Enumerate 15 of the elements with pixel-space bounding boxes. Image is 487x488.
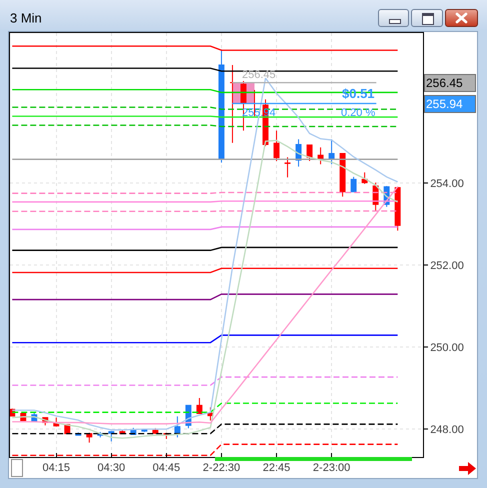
x-tick-label: 04:30 — [98, 462, 126, 474]
x-tick-label: 22:45 — [262, 462, 290, 474]
annotation: 0.20 % — [341, 107, 376, 119]
y-tick-label: 248.00 — [430, 424, 464, 436]
x-tick-label: 04:15 — [42, 462, 70, 474]
x-tick-label: 2-22:30 — [202, 462, 240, 474]
y-tick-label: 250.00 — [430, 342, 464, 354]
chart-title: 3 Min — [10, 10, 42, 26]
text: 255.94 — [426, 97, 463, 111]
y-tick-label: 254.00 — [430, 178, 464, 190]
y-tick-label: 252.00 — [430, 260, 464, 272]
x-tick-label: 04:45 — [152, 462, 180, 474]
ref-line-label: 256.45 — [242, 69, 276, 81]
text: 256.45 — [426, 76, 463, 90]
x-tick-label: 2-23:00 — [312, 462, 350, 474]
